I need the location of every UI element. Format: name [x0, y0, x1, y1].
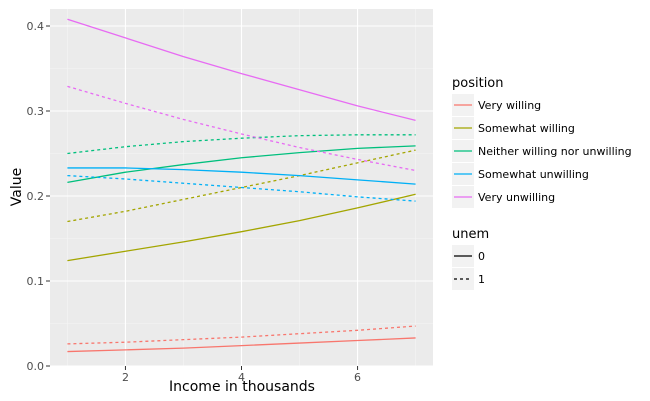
series-line-neither-willing-nor-unwilling-unem-1: [67, 134, 416, 155]
y-tick-label: 0.2: [27, 190, 45, 203]
legend-label-somewhat-unwilling: Somewhat unwilling: [478, 168, 589, 181]
legend-label-unem-1: 1: [478, 273, 485, 286]
series-line-somewhat-willing-unem-1: [67, 149, 416, 223]
series-line-very-unwilling-unem-0: [67, 18, 416, 121]
series-layer: [67, 18, 416, 353]
x-axis-title: Income in thousands: [169, 379, 315, 395]
x-tick-label: 2: [122, 371, 129, 384]
legend-label-somewhat-willing: Somewhat willing: [478, 122, 575, 135]
legend-linetype-entries: 01: [452, 245, 485, 290]
series-line-somewhat-unwilling-unem-0: [67, 167, 416, 185]
series-line-somewhat-willing-unem-0: [67, 193, 416, 262]
legend-label-unem-0: 0: [478, 250, 485, 263]
series-line-somewhat-unwilling-unem-1: [67, 174, 416, 202]
x-tick-label: 6: [354, 371, 361, 384]
legend-label-very-unwilling: Very unwilling: [478, 191, 555, 204]
legend-title-unem: unem: [452, 227, 489, 242]
legend-title-position: position: [452, 76, 504, 91]
series-line-very-willing-unem-0: [67, 337, 416, 353]
y-tick-label: 0.0: [27, 360, 45, 373]
legend-color-entries: Very willing Somewhat willing Neither will…: [452, 94, 632, 208]
y-tick-label: 0.3: [27, 105, 45, 118]
series-line-very-willing-unem-1: [67, 325, 416, 345]
y-tick-label: 0.4: [27, 20, 45, 33]
series-line-neither-willing-nor-unwilling-unem-0: [67, 145, 416, 184]
x-tick-label: 4: [238, 371, 245, 384]
y-tick-label: 0.1: [27, 275, 45, 288]
legend-label-very-willing: Very willing: [478, 99, 541, 112]
legend-label-neither-willing-nor-unwilling: Neither willing nor unwilling: [478, 145, 632, 158]
series-line-very-unwilling-unem-1: [67, 85, 416, 172]
x-axis: 2 4 6: [122, 366, 361, 384]
y-axis-title: Value: [9, 168, 25, 206]
legend: position Very willing Somewhat willing Nei…: [452, 76, 632, 290]
y-axis: 0.0 0.1 0.2 0.3 0.4: [27, 20, 50, 373]
